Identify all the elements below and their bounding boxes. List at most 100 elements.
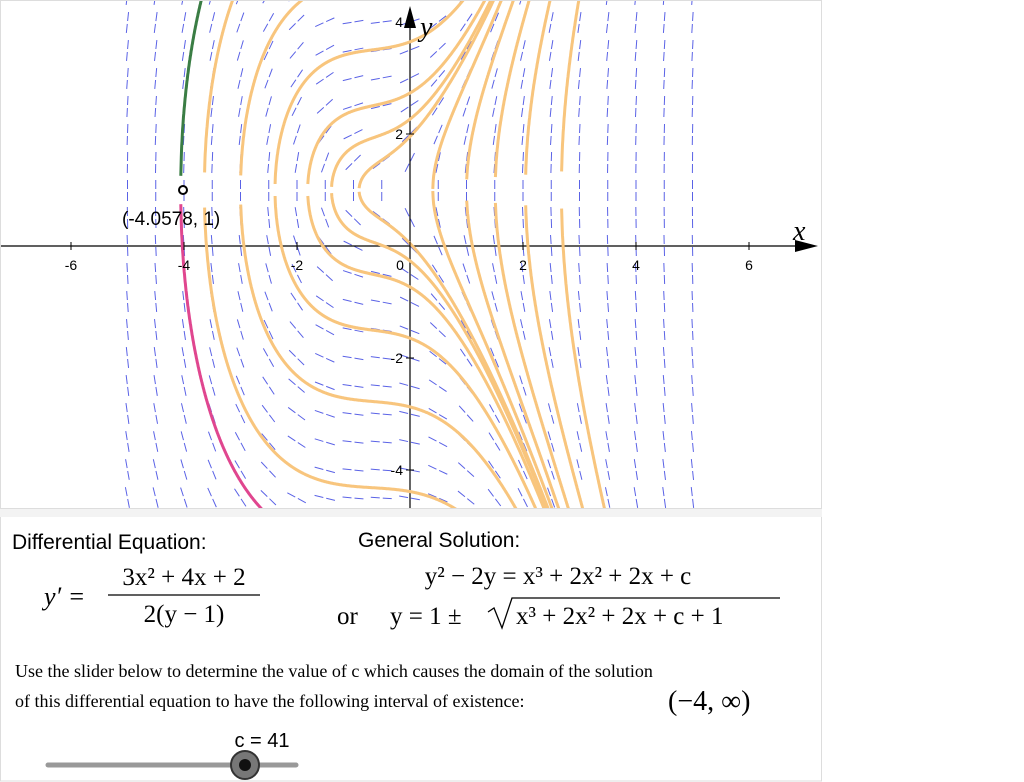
slope-segment xyxy=(490,11,500,33)
slope-segment xyxy=(578,94,581,118)
slope-segment xyxy=(404,151,416,173)
slope-segment xyxy=(663,234,666,258)
slope-segment xyxy=(489,404,501,424)
slope-segment xyxy=(291,95,303,117)
slope-segment xyxy=(345,153,362,171)
slope-segment xyxy=(126,290,129,314)
slope-segment xyxy=(126,122,129,146)
slope-segment xyxy=(429,14,448,30)
slope-segment xyxy=(435,151,442,173)
slope-segment xyxy=(342,496,365,500)
slope-segment xyxy=(604,487,611,508)
slope-segment xyxy=(210,95,215,117)
slope-segment xyxy=(290,292,304,312)
slope-segment xyxy=(342,355,365,361)
slope-segment xyxy=(370,102,393,110)
slope-segment xyxy=(428,436,449,448)
slope-segment xyxy=(459,348,474,368)
slope-segment xyxy=(428,407,448,421)
slope-segment xyxy=(237,291,244,313)
slope-segment xyxy=(126,262,129,286)
slope-segment xyxy=(153,11,158,33)
slope-segment xyxy=(633,459,639,481)
slope-segment xyxy=(315,16,336,28)
slope-segment xyxy=(690,487,695,508)
slope-segment xyxy=(154,122,157,146)
slope-segment xyxy=(399,467,421,473)
slope-segment xyxy=(370,356,393,360)
slope-segment xyxy=(521,263,525,285)
slope-segment xyxy=(430,69,446,87)
slope-segment xyxy=(238,235,243,257)
slope-segment xyxy=(289,41,305,59)
slope-segment xyxy=(370,270,393,278)
slope-segment xyxy=(260,489,277,507)
slope-segment xyxy=(237,67,244,89)
slope-segment xyxy=(578,262,581,286)
slope-segment xyxy=(521,123,525,145)
slope-segment xyxy=(180,487,188,508)
slope-segment xyxy=(690,459,695,481)
slope-segment xyxy=(342,383,365,389)
slope-segment xyxy=(181,39,187,61)
slope-segment xyxy=(234,460,247,480)
slope-segment xyxy=(125,431,130,453)
solution-curve xyxy=(560,1,581,172)
slope-segment xyxy=(126,318,129,342)
slope-segment xyxy=(578,206,581,230)
slope-segment xyxy=(662,1,665,6)
slope-segment xyxy=(605,403,610,425)
slope-segment xyxy=(207,459,217,481)
solution-curve xyxy=(203,1,234,173)
slope-segment xyxy=(153,375,158,397)
slope-segment xyxy=(521,95,525,117)
slope-segment xyxy=(287,407,307,421)
slope-segment xyxy=(576,431,583,453)
slope-segment xyxy=(487,488,502,508)
slope-segment xyxy=(154,319,158,341)
slope-segment xyxy=(550,122,553,146)
slope-segment xyxy=(181,347,187,369)
slope-segment xyxy=(577,347,582,369)
divider xyxy=(0,509,822,517)
slope-segment xyxy=(238,123,243,145)
slope-segment xyxy=(550,150,553,174)
slope-segment xyxy=(577,67,582,89)
slope-segment xyxy=(521,150,525,174)
slope-segment xyxy=(238,95,243,117)
slope-segment xyxy=(260,461,277,479)
solution-curve xyxy=(330,1,493,187)
solution-curve xyxy=(524,205,585,508)
slope-segment xyxy=(491,67,499,89)
slope-segment xyxy=(370,440,393,444)
slope-segment xyxy=(399,354,421,362)
slope-segment xyxy=(125,1,128,5)
slope-segment xyxy=(181,11,187,33)
slope-segment xyxy=(605,11,610,33)
slope-segment xyxy=(315,295,335,309)
slope-segment xyxy=(663,262,666,286)
slope-segment xyxy=(663,94,666,118)
slope-segment xyxy=(370,20,393,24)
slope-segment xyxy=(663,38,666,62)
slope-segment xyxy=(606,319,610,341)
slope-segment xyxy=(267,151,271,173)
slope-segment xyxy=(548,347,554,369)
slope-segment xyxy=(691,10,694,34)
x-tick-label: 2 xyxy=(519,257,527,273)
slope-segment xyxy=(370,384,393,388)
slope-segment xyxy=(459,12,474,32)
slope-segment xyxy=(429,42,447,58)
slope-segment xyxy=(342,102,365,110)
slope-segment xyxy=(521,235,525,257)
slope-segment xyxy=(578,234,581,258)
slope-segment xyxy=(293,235,301,257)
slope-segment xyxy=(265,95,273,117)
slope-segment xyxy=(457,462,476,478)
slope-segment xyxy=(211,150,214,174)
slope-segment xyxy=(399,296,421,308)
slope-segment xyxy=(662,431,666,453)
slope-segment xyxy=(126,38,129,62)
slope-segment xyxy=(549,291,554,313)
slope-segment xyxy=(125,403,130,425)
